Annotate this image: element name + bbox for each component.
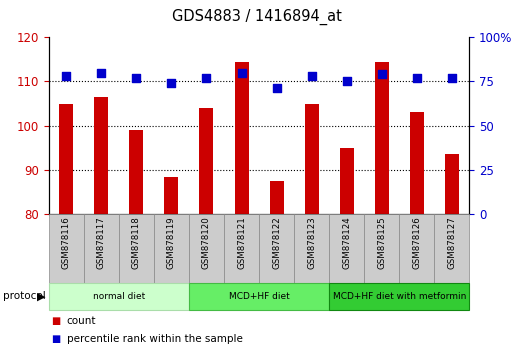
Bar [364,214,399,283]
Point [378,72,386,77]
Text: MCD+HF diet with metformin: MCD+HF diet with metformin [332,292,466,301]
Bar [200,108,213,214]
Text: ■: ■ [51,316,61,326]
Text: GSM878123: GSM878123 [307,216,316,269]
Point [202,75,210,81]
Text: GSM878125: GSM878125 [377,216,386,269]
Text: GDS4883 / 1416894_at: GDS4883 / 1416894_at [171,9,342,25]
Bar [374,62,389,214]
Point [132,75,141,81]
Text: GSM878126: GSM878126 [412,216,421,269]
Bar [399,214,435,283]
Bar [410,112,424,214]
Text: GSM878117: GSM878117 [97,216,106,269]
Text: GSM878124: GSM878124 [342,216,351,269]
Text: GSM878120: GSM878120 [202,216,211,269]
Text: GSM878116: GSM878116 [62,216,71,269]
Text: MCD+HF diet: MCD+HF diet [229,292,289,301]
Bar [305,103,319,214]
Bar [294,214,329,283]
Text: protocol: protocol [3,291,45,302]
Text: GSM878127: GSM878127 [447,216,457,269]
Bar [164,177,179,214]
Text: GSM878121: GSM878121 [237,216,246,269]
Bar [224,214,259,283]
Bar [59,103,73,214]
Text: GSM878119: GSM878119 [167,216,176,269]
Point [448,75,456,81]
Point [343,79,351,84]
Bar [329,283,469,310]
Bar [259,214,294,283]
Bar [94,97,108,214]
Text: normal diet: normal diet [93,292,145,301]
Point [238,70,246,75]
Point [412,75,421,81]
Point [307,73,315,79]
Bar [189,283,329,310]
Bar [119,214,154,283]
Bar [129,130,143,214]
Bar [234,62,248,214]
Point [167,80,175,86]
Bar [49,214,84,283]
Bar [269,181,284,214]
Point [62,73,70,79]
Text: ▶: ▶ [37,291,46,302]
Bar [445,154,459,214]
Bar [49,283,189,310]
Bar [84,214,119,283]
Text: ■: ■ [51,334,61,344]
Point [97,70,105,75]
Text: GSM878122: GSM878122 [272,216,281,269]
Bar [189,214,224,283]
Bar [154,214,189,283]
Text: GSM878118: GSM878118 [132,216,141,269]
Text: percentile rank within the sample: percentile rank within the sample [67,334,243,344]
Text: count: count [67,316,96,326]
Bar [340,148,353,214]
Point [272,86,281,91]
Bar [435,214,469,283]
Bar [329,214,364,283]
